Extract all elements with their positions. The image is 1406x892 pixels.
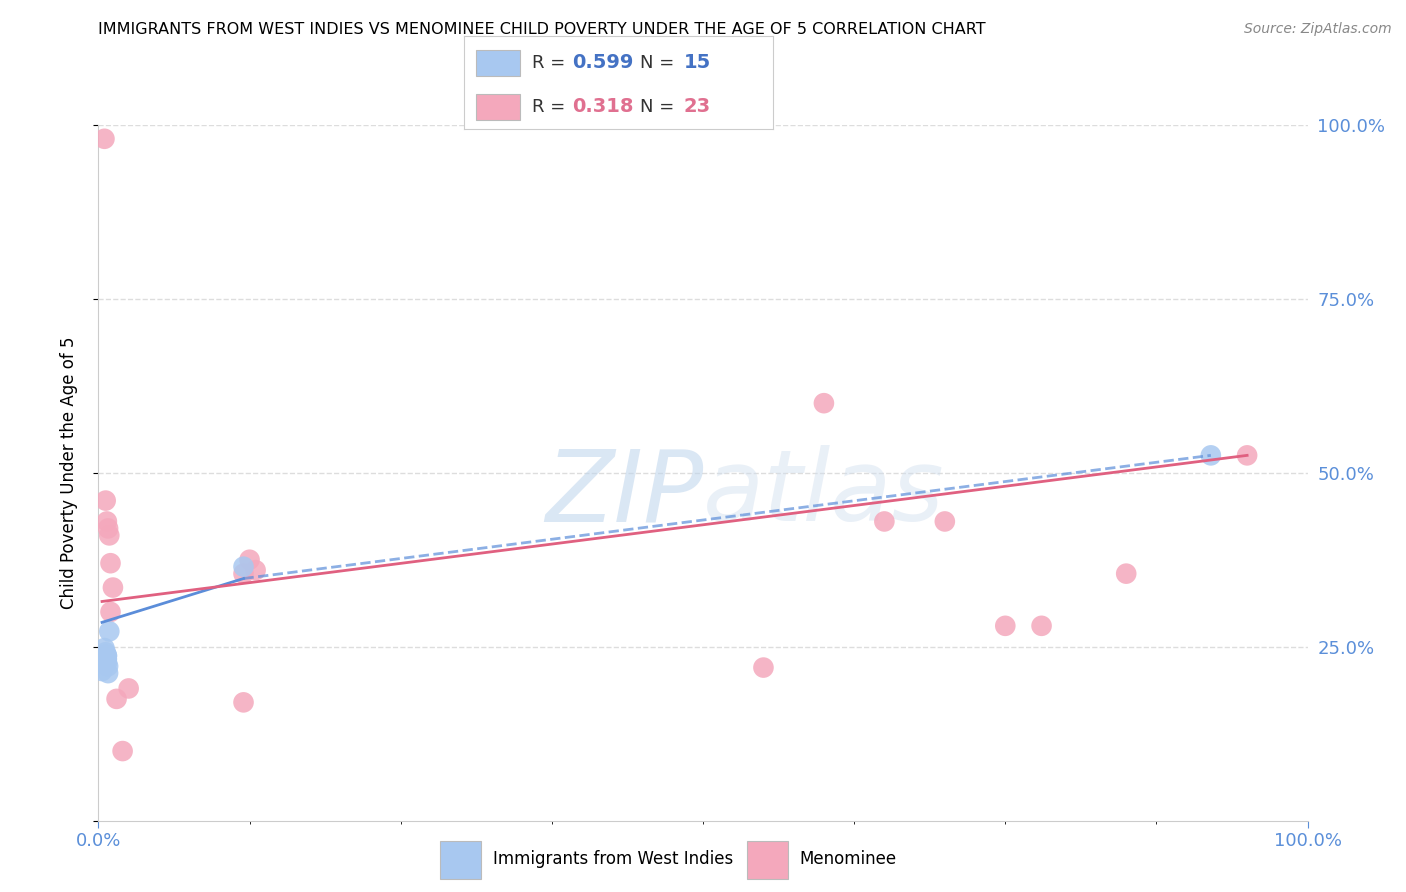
Point (96, 652, 118, 666)
Point (752, 660, 775, 674)
Text: Immigrants from West Indies: Immigrants from West Indies (492, 849, 733, 868)
Point (245, 563, 267, 577)
Point (96, 648, 118, 663)
Point (96, 515, 118, 529)
Text: Menominee: Menominee (800, 849, 897, 868)
Y-axis label: Child Poverty Under the Age of 5: Child Poverty Under the Age of 5 (59, 336, 77, 609)
Point (100, 556, 122, 570)
Point (105, 692, 128, 706)
Text: Source: ZipAtlas.com: Source: ZipAtlas.com (1244, 22, 1392, 37)
Point (873, 515, 896, 529)
Text: 15: 15 (683, 54, 711, 72)
Point (97, 666, 120, 681)
FancyBboxPatch shape (477, 94, 520, 120)
Point (1199, 448, 1222, 462)
Point (813, 396, 835, 410)
Point (98, 528, 121, 542)
Text: atlas: atlas (703, 445, 945, 542)
Point (97, 659, 120, 673)
Text: N =: N = (640, 54, 681, 72)
Point (93, 657, 115, 671)
Point (100, 605, 122, 619)
Point (91, 664, 114, 678)
Point (101, 581, 124, 595)
FancyBboxPatch shape (440, 841, 481, 879)
Point (91, 650, 114, 665)
Point (98, 624, 121, 639)
Point (1236, 448, 1258, 462)
Point (93, 132, 115, 146)
FancyBboxPatch shape (747, 841, 787, 879)
Point (96, 648, 118, 663)
Text: 23: 23 (683, 97, 710, 116)
Point (94, 648, 117, 662)
Text: N =: N = (640, 98, 681, 116)
Text: IMMIGRANTS FROM WEST INDIES VS MENOMINEE CHILD POVERTY UNDER THE AGE OF 5 CORREL: IMMIGRANTS FROM WEST INDIES VS MENOMINEE… (98, 22, 986, 37)
Point (94, 645, 117, 659)
Point (934, 515, 956, 529)
Text: R =: R = (531, 98, 571, 116)
Point (232, 559, 254, 574)
Point (239, 552, 262, 567)
Point (1115, 566, 1137, 581)
Point (994, 619, 1017, 633)
Point (93, 641, 115, 656)
Point (232, 695, 254, 709)
FancyBboxPatch shape (477, 50, 520, 76)
Point (97, 521, 120, 535)
Point (232, 566, 254, 581)
Text: ZIP: ZIP (544, 445, 703, 542)
Point (118, 681, 141, 696)
Text: 0.599: 0.599 (572, 54, 634, 72)
Point (111, 744, 134, 758)
Point (94, 493, 117, 508)
Point (1031, 619, 1053, 633)
Text: 0.318: 0.318 (572, 97, 634, 116)
Point (96, 656, 118, 670)
Text: R =: R = (531, 54, 571, 72)
